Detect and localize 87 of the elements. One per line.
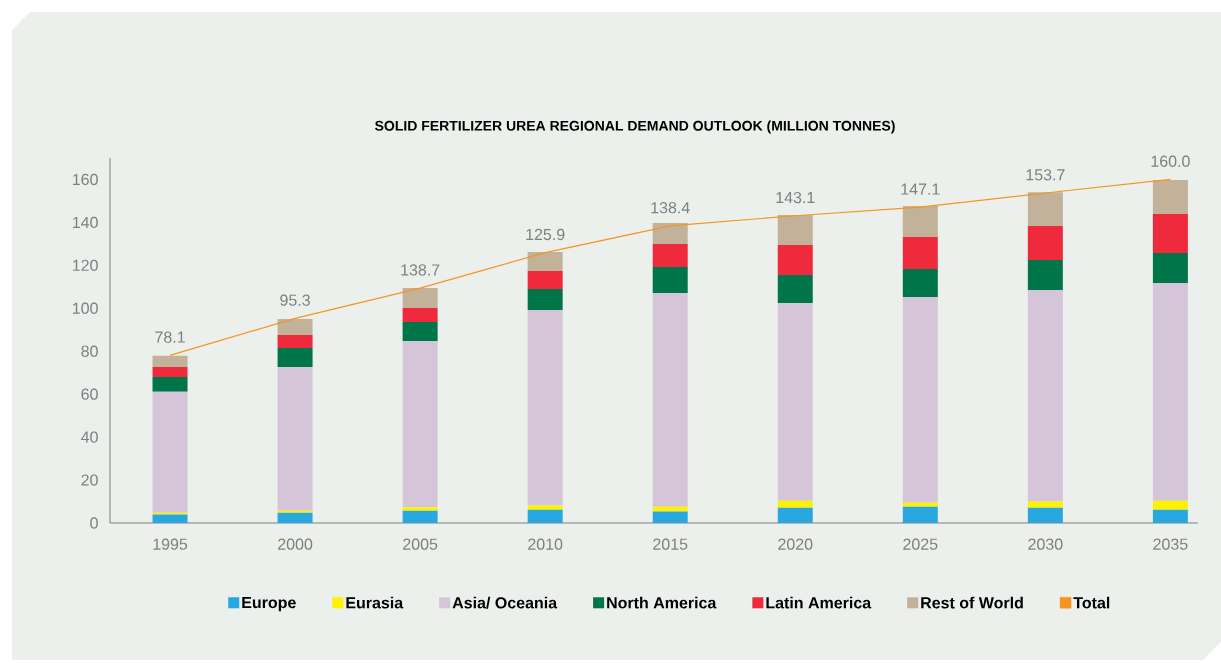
bar (902, 502, 938, 507)
bar (152, 391, 188, 513)
bar (652, 223, 688, 245)
bar (1027, 192, 1063, 227)
bar (1152, 253, 1188, 283)
data-label: 95.3 (280, 294, 310, 306)
y-tick-label: 100 (73, 302, 98, 314)
bar (277, 366, 313, 511)
bar (402, 288, 438, 309)
bar (277, 512, 313, 523)
bar (152, 366, 188, 377)
x-tick-label: 2025 (903, 538, 938, 550)
x-tick-label: 2000 (278, 538, 313, 550)
bar (527, 288, 563, 310)
data-label: 160.0 (1151, 155, 1190, 167)
bar (777, 507, 813, 523)
bar (902, 237, 938, 269)
y-tick-label: 20 (81, 474, 98, 486)
bar (777, 500, 813, 508)
data-label: 153.7 (1026, 169, 1065, 181)
y-tick-label: 120 (73, 259, 98, 272)
bar (402, 322, 438, 341)
x-tick-label: 2035 (1153, 538, 1188, 550)
bar (1027, 259, 1063, 291)
legend-label: Total (1073, 596, 1110, 609)
legend-label: Latin America (766, 596, 872, 609)
bar (402, 340, 438, 508)
bar (902, 296, 938, 503)
y-tick-label: 160 (73, 173, 98, 186)
data-label: 78.1 (155, 331, 185, 343)
bar (527, 505, 563, 510)
x-tick-label: 2010 (528, 538, 563, 550)
bar (777, 302, 813, 501)
bar (652, 267, 688, 294)
x-tick-label: 2015 (653, 538, 688, 550)
x-tick-label: 2020 (778, 538, 813, 550)
data-label: 138.4 (651, 201, 690, 214)
y-tick-label: 0 (90, 517, 98, 529)
bar (1152, 500, 1188, 510)
bar (277, 319, 313, 335)
y-tick-label: 140 (73, 216, 98, 229)
bar (902, 206, 938, 237)
bar (402, 510, 438, 523)
legend-label: North America (607, 596, 717, 609)
x-tick-label: 1995 (153, 538, 188, 550)
bar (1027, 501, 1063, 508)
data-label: 125.9 (526, 228, 565, 241)
bar (1152, 509, 1188, 523)
bar (652, 244, 688, 268)
y-tick-label: 80 (81, 345, 98, 357)
bar (777, 244, 813, 275)
bar (1152, 180, 1188, 215)
bar (277, 334, 313, 348)
bar (777, 215, 813, 245)
bar (152, 355, 188, 367)
bar (1027, 507, 1063, 523)
bar (527, 310, 563, 506)
bar (652, 506, 688, 512)
bar (1152, 282, 1188, 501)
bar (1027, 226, 1063, 260)
data-label: 143.1 (776, 191, 815, 204)
bar (1027, 290, 1063, 502)
y-tick-label: 40 (81, 431, 98, 443)
x-tick-label: 2030 (1028, 538, 1063, 550)
x-tick-label: 2005 (403, 538, 438, 550)
bar (527, 270, 563, 289)
bar (402, 308, 438, 323)
y-tick-label: 60 (81, 388, 98, 400)
bar (152, 376, 188, 392)
bar (652, 293, 688, 507)
data-label: 147.1 (901, 183, 940, 195)
bar (902, 506, 938, 523)
bar (652, 511, 688, 523)
bar (402, 507, 438, 511)
bar (527, 509, 563, 523)
legend-label: Rest of World (921, 596, 1023, 609)
bar (1152, 214, 1188, 254)
bar (527, 252, 563, 271)
legend-label: Asia/ Oceania (452, 596, 558, 609)
legend-label: Europe (242, 597, 296, 612)
bar (277, 348, 313, 367)
annotation: 138.7 (401, 264, 440, 276)
legend-label: Eurasia (346, 596, 404, 609)
bar (777, 275, 813, 303)
chart-title: SOLID FERTILIZER UREA REGIONAL DEMAND OUTLOOK (MILLION TONNES) (375, 120, 895, 134)
bar (902, 268, 938, 297)
bar (152, 514, 188, 523)
